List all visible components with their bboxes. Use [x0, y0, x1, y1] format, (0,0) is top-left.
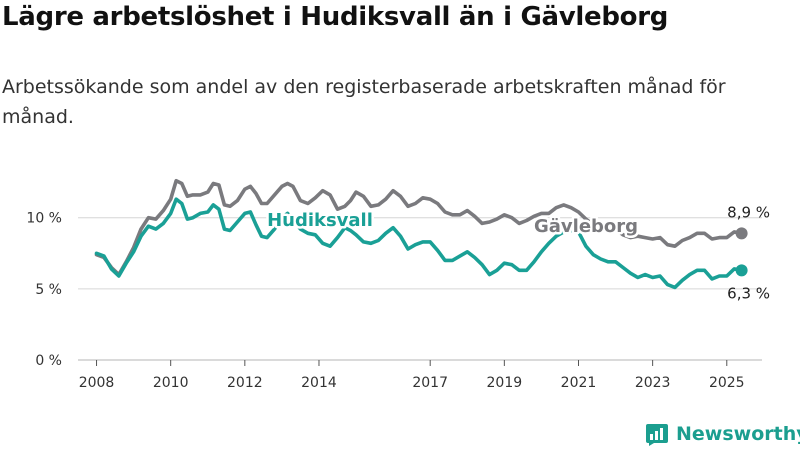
- series-labels: Gävleborg 8,9 % Hudiksvall 6,3 %: [265, 203, 770, 302]
- series-line-hudiksvall: [94, 197, 744, 290]
- end-value-label: 6,3 %: [727, 284, 770, 302]
- y-axis-ticks: 0 % 5 % 10 %: [26, 211, 62, 369]
- chart-subtitle: Arbetssökande som andel av den registerb…: [2, 76, 726, 128]
- x-tick-label: 2008: [79, 375, 115, 391]
- newsworthy-logo-icon: [646, 424, 668, 446]
- series-line-gävleborg: [94, 178, 744, 277]
- x-axis-ticks: 2008 2010 2012 2014 2017 2019 2021 2023 2025: [79, 360, 745, 391]
- series-end-point: [735, 264, 748, 277]
- series-label-gävleborg: Gävleborg: [534, 216, 638, 237]
- x-tick-label: 2017: [412, 375, 448, 391]
- x-tick-label: 2019: [487, 375, 523, 391]
- end-value-label: 8,9 %: [727, 203, 770, 221]
- x-tick-label: 2012: [227, 375, 263, 391]
- chart-title: Lägre arbetslöshet i Hudiksvall än i Gäv…: [2, 2, 669, 32]
- x-tick-label: 2010: [153, 375, 189, 391]
- series-lines: [94, 178, 748, 290]
- y-tick-label: 5 %: [35, 282, 62, 298]
- brand-logo: Newsworthy: [644, 420, 800, 448]
- y-tick-label: 10 %: [26, 211, 62, 227]
- line-chart: 0 %5 %10 % 2008 2010 2012 2014 2017 2019 2021 2…: [26, 178, 770, 391]
- series-end-point: [735, 227, 748, 240]
- x-tick-label: 2023: [635, 375, 671, 391]
- series-label-hudiksvall: Hudiksvall: [267, 210, 373, 231]
- brand-name: Newsworthy: [676, 423, 800, 445]
- x-tick-label: 2025: [709, 375, 745, 391]
- y-tick-label: 0 %: [35, 353, 62, 369]
- x-tick-label: 2021: [561, 375, 597, 391]
- x-tick-label: 2014: [301, 375, 337, 391]
